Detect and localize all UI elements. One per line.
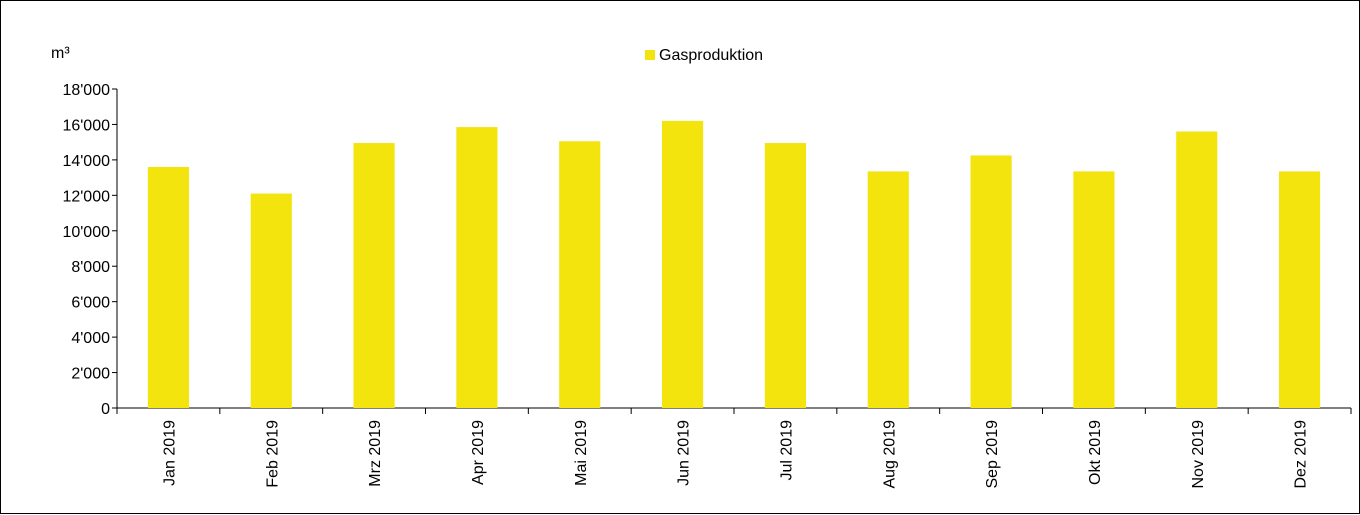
y-tick-label: 8'000 [71,259,110,276]
bar [147,166,189,408]
bars [147,120,1321,409]
x-tick-label: Aug 2019 [881,420,898,489]
y-tick-label: 4'000 [71,330,110,347]
bar [353,143,395,408]
x-tick-label: Feb 2019 [264,420,281,488]
x-axis: Jan 2019 Feb 2019 Mrz 2019 Apr 2019 Mai 2019… [116,407,1352,489]
y-tick-label: 14'000 [62,153,110,170]
x-tick-label: Jan 2019 [161,420,178,486]
y-unit-label: m³ [51,45,70,62]
x-tick-label: Apr 2019 [470,420,487,485]
bar [867,171,909,408]
bar [456,127,498,408]
y-axis: 0 2'000 4'000 6'000 8'000 10'000 12'000 14'000 1… [62,82,118,418]
y-tick-label: 18'000 [62,82,110,99]
y-tick-label: 0 [101,401,110,418]
x-tick-label: Okt 2019 [1087,420,1104,485]
bar [662,120,704,409]
bar [1279,171,1321,408]
x-tick-label: Mrz 2019 [367,420,384,487]
y-tick-label: 16'000 [62,117,110,134]
legend-label-gasproduktion: Gasproduktion [659,47,763,64]
y-tick-label: 6'000 [71,295,110,312]
legend-swatch [645,50,655,60]
x-tick-label: Mai 2019 [573,420,590,486]
bar [1176,131,1218,409]
legend: Gasproduktion [645,47,763,64]
bar [970,155,1012,408]
x-tick-label: Jul 2019 [778,420,795,481]
bar [764,143,806,408]
x-tick-label: Sep 2019 [984,420,1001,489]
bar [1073,171,1115,408]
x-tick-label: Jun 2019 [676,420,693,486]
x-tick-label: Nov 2019 [1190,420,1207,489]
y-tick-label: 12'000 [62,188,110,205]
x-tick-label: Dez 2019 [1293,420,1310,489]
y-tick-label: 2'000 [71,366,110,383]
y-tick-label: 10'000 [62,224,110,241]
bar [559,141,601,408]
bar [250,193,292,408]
